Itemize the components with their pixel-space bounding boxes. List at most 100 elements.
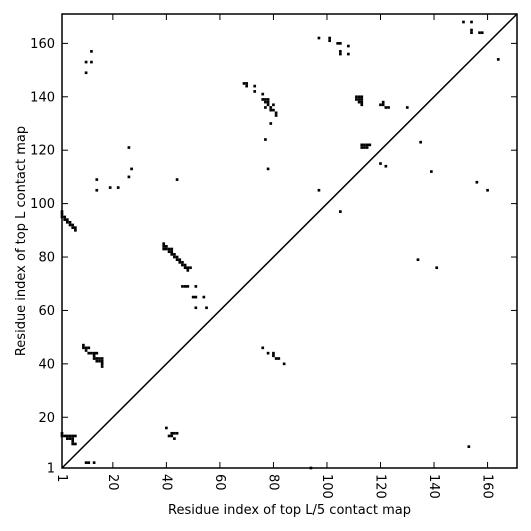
contact-point xyxy=(282,362,286,366)
contact-point xyxy=(170,250,174,254)
contact-point xyxy=(478,31,481,35)
contact-point xyxy=(264,98,267,101)
contact-point xyxy=(430,170,433,173)
contact-point xyxy=(266,167,270,171)
contact-point xyxy=(127,175,131,179)
contact-point xyxy=(379,162,382,165)
y-tick-label: 140 xyxy=(30,90,55,105)
y-tick-label: 100 xyxy=(30,197,55,212)
contact-point xyxy=(170,431,174,435)
contact-point xyxy=(74,442,77,446)
diagonal-line xyxy=(61,13,518,469)
y-tick-label: 60 xyxy=(38,304,55,319)
x-axis-label: Residue index of top L/5 contact map xyxy=(168,503,411,518)
contact-point xyxy=(328,39,331,43)
contact-point xyxy=(63,215,67,219)
contact-point xyxy=(266,103,270,107)
contact-point xyxy=(63,218,67,221)
contact-point xyxy=(272,354,275,358)
contact-point xyxy=(100,365,104,368)
contact-point xyxy=(173,255,176,259)
contact-point xyxy=(84,71,88,75)
contact-point xyxy=(357,95,361,99)
contact-point xyxy=(360,95,364,99)
contact-point xyxy=(387,106,390,109)
contact-point xyxy=(71,442,75,446)
contact-point xyxy=(253,84,257,88)
contact-point xyxy=(365,146,369,149)
contact-point xyxy=(381,100,385,104)
contact-point xyxy=(266,98,270,101)
contact-point xyxy=(384,106,388,109)
contact-point xyxy=(84,461,88,464)
contact-point xyxy=(360,103,364,107)
contact-point xyxy=(178,261,182,264)
contact-point xyxy=(127,146,131,149)
contact-point xyxy=(71,439,75,443)
contact-point xyxy=(360,100,364,104)
contact-point xyxy=(100,362,104,366)
contact-point xyxy=(317,36,321,40)
contact-point xyxy=(336,42,340,45)
contact-point xyxy=(205,306,208,310)
x-tick-label: 40 xyxy=(158,474,173,491)
contact-point xyxy=(363,146,366,149)
y-tick-label: 40 xyxy=(38,357,55,372)
contact-point xyxy=(202,295,206,299)
y-axis-label: Residue index of top L contact map xyxy=(14,126,29,356)
contact-point xyxy=(95,357,99,360)
contact-point xyxy=(71,226,75,229)
x-tick-label: 80 xyxy=(265,474,280,491)
contact-point xyxy=(186,269,190,272)
y-tick-label: 120 xyxy=(30,144,55,159)
contact-point xyxy=(92,357,96,360)
contact-point xyxy=(274,357,278,360)
contact-point xyxy=(486,188,489,192)
contact-point xyxy=(266,351,270,355)
contact-point xyxy=(242,82,246,85)
contact-point xyxy=(470,20,473,24)
contact-point xyxy=(191,295,195,299)
contact-point xyxy=(264,106,267,109)
contact-point xyxy=(68,434,72,438)
x-tick-label: 100 xyxy=(319,474,334,499)
contact-point xyxy=(274,111,278,115)
contact-point xyxy=(87,346,91,350)
contact-point xyxy=(92,354,96,358)
contact-point xyxy=(272,103,275,107)
contact-point xyxy=(173,253,176,256)
contact-point xyxy=(90,351,93,355)
contact-point xyxy=(189,266,192,270)
y-tick-label: 80 xyxy=(38,251,55,266)
contact-point xyxy=(130,167,133,171)
contact-point xyxy=(165,247,168,251)
contact-point xyxy=(405,106,409,109)
contact-point xyxy=(435,266,439,270)
x-tick-label: 20 xyxy=(105,474,120,491)
contact-point xyxy=(167,250,171,254)
contact-point xyxy=(162,242,166,246)
contact-point xyxy=(339,52,342,56)
contact-point xyxy=(82,343,85,347)
contact-point xyxy=(175,178,179,181)
contact-point xyxy=(357,98,361,101)
contact-point xyxy=(264,138,267,141)
contact-point xyxy=(467,445,471,448)
contact-point xyxy=(66,218,69,221)
contact-point xyxy=(261,346,265,350)
contact-point xyxy=(269,122,273,125)
contact-point xyxy=(328,36,331,40)
contact-point xyxy=(95,359,99,363)
x-tick-label: 140 xyxy=(426,474,441,499)
x-tick-label: 1 xyxy=(54,474,69,482)
contact-point xyxy=(84,60,88,64)
x-tick-label: 120 xyxy=(373,474,388,499)
contact-point xyxy=(261,92,265,96)
contact-point xyxy=(269,108,273,112)
contact-point xyxy=(167,247,171,251)
contact-point xyxy=(63,434,67,438)
contact-point xyxy=(253,90,257,93)
contact-point xyxy=(272,351,275,355)
contact-point xyxy=(475,180,479,184)
y-tick-label: 20 xyxy=(38,411,55,426)
